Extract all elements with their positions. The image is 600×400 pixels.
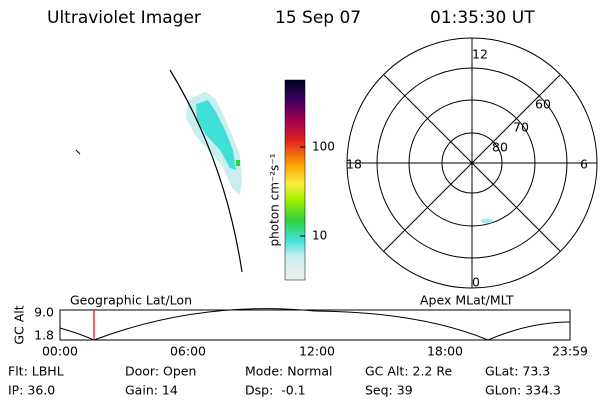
timeline-title: Apex MLat/MLT [420, 293, 514, 308]
status-field: GLat: 73.3 [485, 364, 550, 379]
status-field: Door: Open [125, 364, 196, 379]
x-label: 06:00 [170, 344, 206, 359]
polar-label: 70 [513, 120, 529, 135]
status-field: Mode: Normal [245, 364, 332, 379]
status-field: Dsp: -0.1 [245, 383, 306, 398]
status-field: Seq: 39 [365, 383, 413, 398]
timeline-box [59, 309, 571, 341]
time: 01:35:30 UT [430, 8, 535, 28]
speck [75, 149, 81, 155]
polar-label: 80 [492, 140, 508, 155]
colorbar-label: photon cm⁻²s⁻¹ [268, 153, 282, 246]
x-label: 00:00 [42, 344, 78, 359]
status-field: GC Alt: 2.2 Re [365, 364, 452, 379]
polar-label: 0 [472, 275, 480, 290]
polar-aurora [481, 218, 493, 224]
timeline-title: Geographic Lat/Lon [70, 293, 192, 308]
polar-label: 18 [346, 157, 362, 172]
date: 15 Sep 07 [275, 8, 361, 28]
aurora-peak [236, 160, 240, 166]
x-label: 12:00 [299, 344, 335, 359]
status-field: GLon: 334.3 [485, 383, 561, 398]
status-field: IP: 36.0 [8, 383, 55, 398]
limb [169, 69, 243, 273]
polar-label: 60 [535, 97, 551, 112]
aurora-bright [196, 100, 236, 170]
status-field: Flt: LBHL [8, 364, 64, 379]
colorbar-tick-label: 10 [312, 229, 327, 243]
colorbar [284, 79, 306, 281]
y-label: 9.0 [34, 305, 54, 320]
x-label: 23:59 [552, 344, 588, 359]
x-label: 18:00 [427, 344, 463, 359]
title: Ultraviolet Imager [47, 8, 201, 28]
colorbar-tick-label: 100 [312, 140, 335, 154]
polar-grid [346, 37, 598, 289]
polar-label: 12 [472, 47, 488, 62]
polar-label: 6 [580, 157, 588, 172]
axis-label: GC Alt [12, 305, 27, 344]
altitude-curve [59, 308, 571, 341]
uv-image [75, 69, 243, 273]
status-field: Gain: 14 [125, 383, 178, 398]
y-label: 1.8 [34, 328, 54, 343]
